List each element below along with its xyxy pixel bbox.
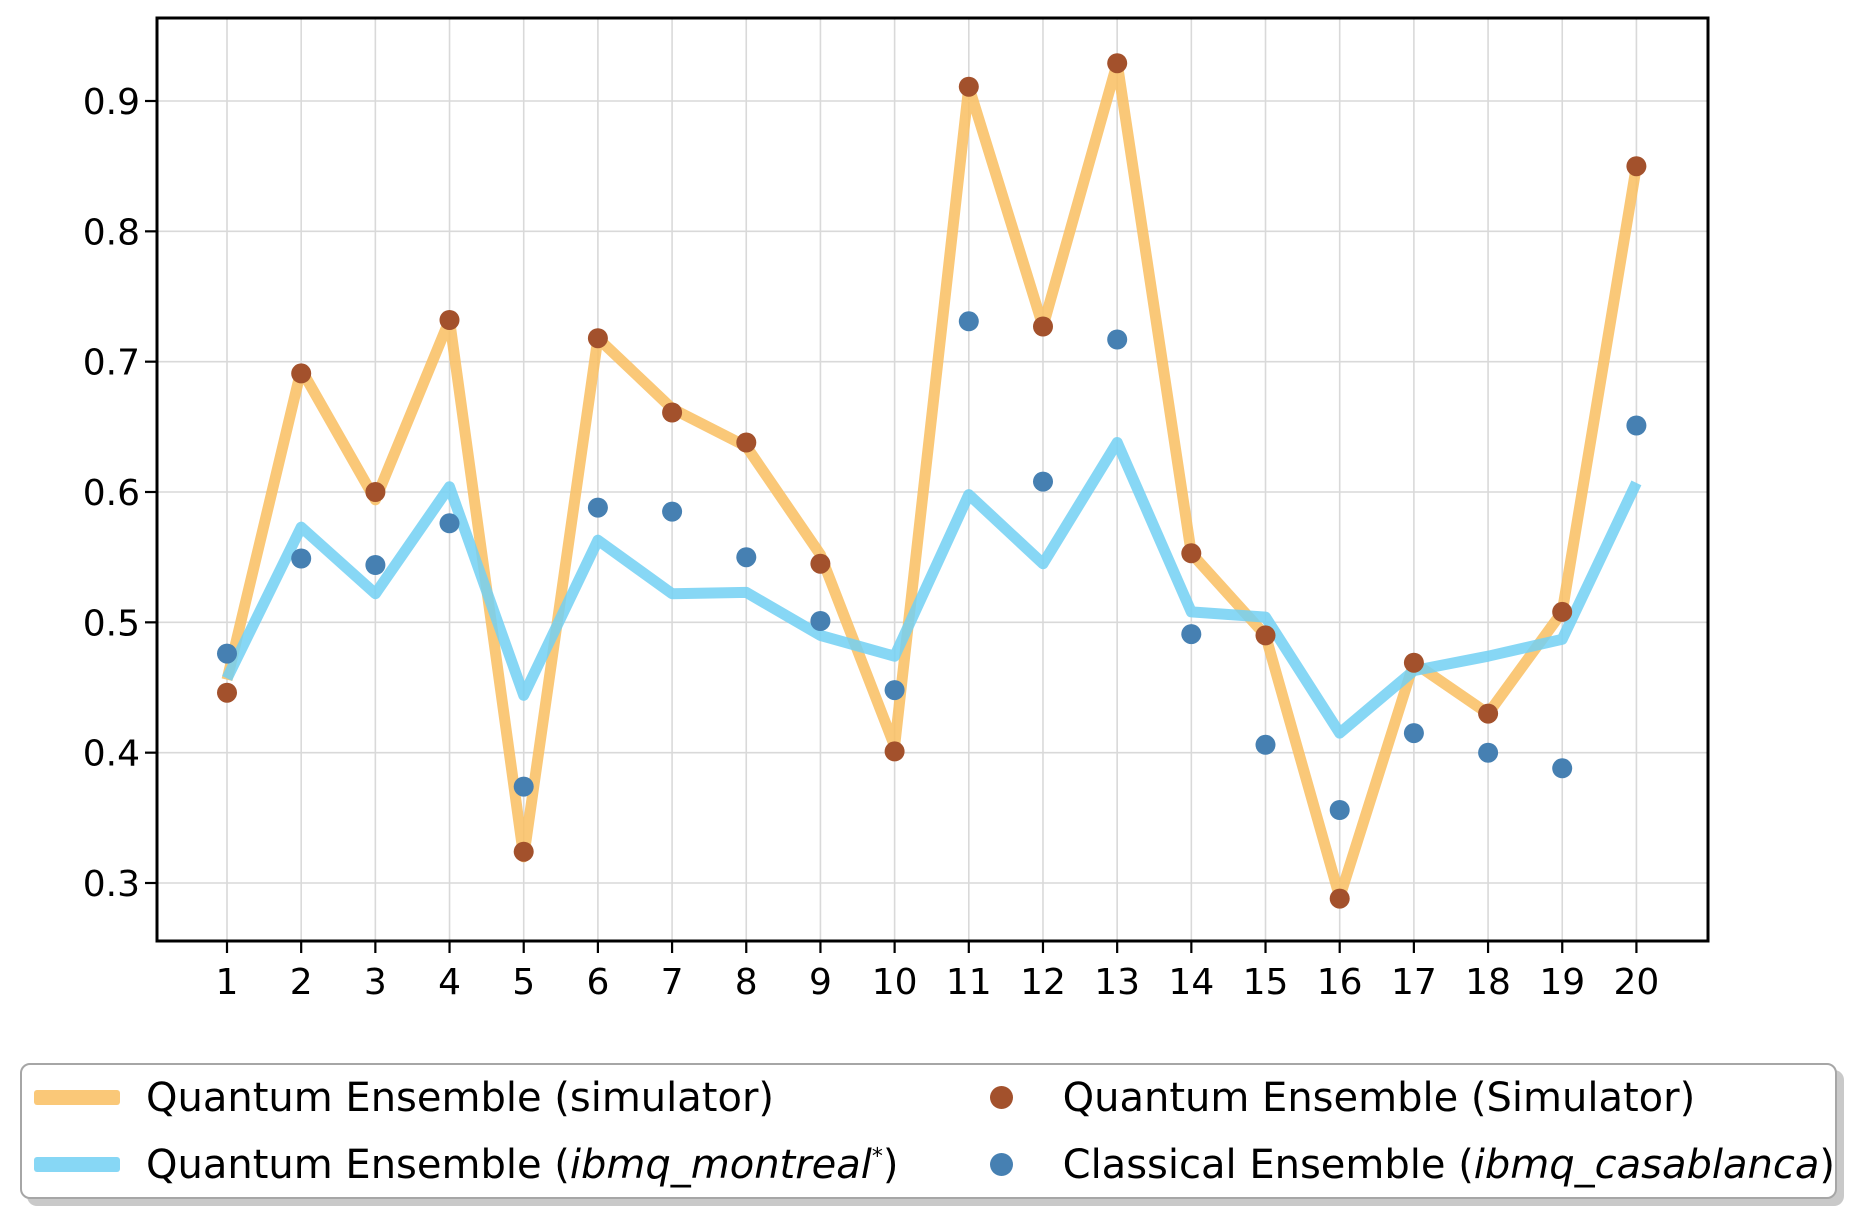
legend-quantum-ensemble-ibmq-montreal-line-swatch — [34, 1157, 120, 1172]
gridlines — [157, 18, 1708, 941]
legend-classical-ensemble-ibmq-casablanca-dots-label: Classical Ensemble (ibmq_casablanca) — [1062, 1141, 1835, 1188]
chart-legend: Quantum Ensemble (simulator) Quantum Ense… — [20, 1063, 1837, 1199]
legend-quantum-ensemble-simulator-line-swatch — [34, 1090, 120, 1105]
x-tick-label: 7 — [661, 962, 684, 1003]
axes-frame — [155, 16, 1710, 943]
x-tick-label: 8 — [735, 962, 758, 1003]
legend-quantum-ensemble-simulator-dots-swatch — [989, 1086, 1013, 1109]
quantum-ensemble-simulator-line — [221, 57, 1642, 903]
legend-quantum-ensemble-simulator-line: Quantum Ensemble (simulator) — [34, 1069, 952, 1126]
legend-column-2: Quantum Ensemble (Simulator) Classical En… — [952, 1069, 1835, 1193]
x-tick-label: 18 — [1465, 962, 1511, 1003]
x-tick-labels: 1 2 3 4 5 6 7 8 9 10 11 12 13 14 15 16 17 18 19 20 — [216, 962, 1660, 1003]
y-tick-label: 0.6 — [83, 473, 140, 514]
legend-classical-ensemble-ibmq-casablanca-dots: Classical Ensemble (ibmq_casablanca) — [952, 1136, 1835, 1193]
legend-quantum-ensemble-simulator-dots-label: Quantum Ensemble (Simulator) — [1062, 1074, 1696, 1121]
x-tick-label: 13 — [1094, 962, 1140, 1003]
legend-quantum-ensemble-ibmq-montreal-line-label: Quantum Ensemble (ibmq_montreal*) — [146, 1141, 899, 1188]
x-tick-label: 19 — [1539, 962, 1585, 1003]
classical-ensemble-ibmq-casablanca-dots — [217, 311, 1647, 820]
x-tick-label: 12 — [1020, 962, 1066, 1003]
x-tick-label: 2 — [290, 962, 313, 1003]
legend-quantum-ensemble-simulator-line-label: Quantum Ensemble (simulator) — [146, 1074, 774, 1121]
y-tick-label: 0.3 — [83, 864, 140, 905]
legend-column-1: Quantum Ensemble (simulator) Quantum Ense… — [22, 1069, 952, 1193]
x-tick-label: 14 — [1168, 962, 1214, 1003]
x-tick-label: 11 — [946, 962, 992, 1003]
y-tick-label: 0.8 — [83, 212, 140, 253]
x-tick-label: 15 — [1243, 962, 1289, 1003]
legend-classical-ensemble-ibmq-casablanca-dots-swatch — [989, 1153, 1013, 1176]
y-tick-labels: 0.9 0.8 0.7 0.6 0.5 0.4 0.3 — [83, 82, 140, 905]
x-tick-label: 6 — [586, 962, 609, 1003]
tick-marks — [145, 99, 1638, 953]
quantum-ensemble-ibmq-montreal-line — [222, 437, 1642, 739]
quantum-ensemble-simulator-dots — [217, 53, 1647, 909]
y-tick-label: 0.5 — [83, 603, 140, 644]
x-tick-label: 10 — [872, 962, 918, 1003]
x-tick-label: 16 — [1317, 962, 1363, 1003]
x-tick-label: 1 — [216, 962, 239, 1003]
x-tick-label: 3 — [364, 962, 387, 1003]
legend-quantum-ensemble-simulator-dots: Quantum Ensemble (Simulator) — [952, 1069, 1835, 1126]
y-tick-label: 0.7 — [83, 343, 140, 384]
x-tick-label: 4 — [438, 962, 461, 1003]
x-tick-label: 5 — [512, 962, 535, 1003]
legend-quantum-ensemble-ibmq-montreal-line: Quantum Ensemble (ibmq_montreal*) — [34, 1136, 952, 1193]
x-tick-label: 9 — [809, 962, 832, 1003]
y-tick-label: 0.9 — [83, 82, 140, 123]
x-tick-label: 17 — [1391, 962, 1437, 1003]
y-tick-label: 0.4 — [83, 734, 140, 775]
x-tick-label: 20 — [1614, 962, 1660, 1003]
